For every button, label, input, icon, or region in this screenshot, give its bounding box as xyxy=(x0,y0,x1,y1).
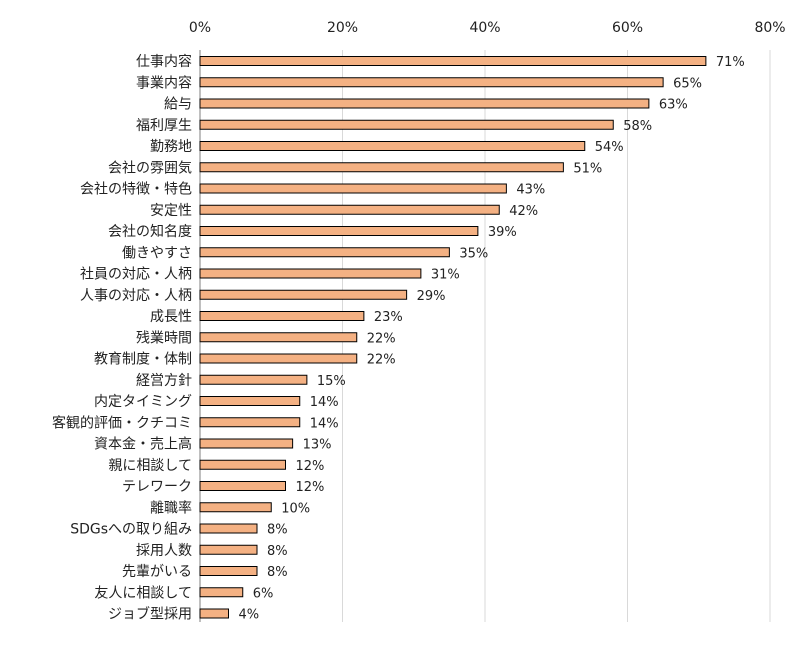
category-label: 資本金・売上高 xyxy=(94,436,192,453)
bar xyxy=(199,396,301,406)
category-label: 給与 xyxy=(164,97,192,113)
bar xyxy=(199,204,500,215)
data-label: 15% xyxy=(317,374,346,389)
data-label: 43% xyxy=(516,183,545,198)
data-label: 14% xyxy=(310,395,339,410)
x-tick-label: 60% xyxy=(612,20,643,36)
data-label: 14% xyxy=(310,416,339,431)
bar xyxy=(199,289,408,300)
category-label: テレワーク xyxy=(122,479,192,495)
category-label: 会社の知名度 xyxy=(108,223,192,240)
bar xyxy=(199,481,286,491)
bar xyxy=(199,226,479,236)
category-label: 内定タイミング xyxy=(94,394,192,410)
data-label: 12% xyxy=(296,480,325,495)
category-label: 経営方針 xyxy=(136,373,192,389)
category-label: ジョブ型採用 xyxy=(108,606,192,623)
data-label: 8% xyxy=(267,544,288,559)
data-label: 31% xyxy=(431,268,460,283)
data-label: 10% xyxy=(281,501,310,516)
bar xyxy=(199,523,258,534)
data-label: 6% xyxy=(253,586,274,601)
category-label: 友人に相談して xyxy=(94,585,192,601)
bar xyxy=(199,566,258,576)
category-label: 人事の対応・人柄 xyxy=(80,288,192,304)
category-label: 事業内容 xyxy=(136,74,192,91)
category-label: 仕事内容 xyxy=(136,53,192,70)
x-tick-label: 20% xyxy=(327,20,358,36)
data-label: 51% xyxy=(573,161,602,176)
bar xyxy=(199,56,707,66)
x-tick-label: 40% xyxy=(469,20,500,36)
data-label: 23% xyxy=(374,310,403,325)
category-label: 福利厚生 xyxy=(136,118,192,134)
data-label: 58% xyxy=(623,119,652,134)
bar xyxy=(199,374,308,385)
gridlines xyxy=(342,50,771,622)
bar xyxy=(199,183,507,194)
category-label: 勤務地 xyxy=(150,139,192,155)
bar xyxy=(199,268,422,279)
bar xyxy=(199,502,272,513)
data-label: 63% xyxy=(659,98,688,113)
category-label: 教育制度・体制 xyxy=(94,352,192,368)
data-label: 4% xyxy=(239,608,260,623)
data-label: 8% xyxy=(267,523,288,538)
bar xyxy=(199,311,365,321)
category-label: 安定性 xyxy=(150,203,192,219)
bar xyxy=(199,247,450,258)
bar xyxy=(199,544,258,555)
data-label: 12% xyxy=(296,459,325,474)
category-label: 親に相談して xyxy=(108,458,192,474)
bar xyxy=(199,332,358,343)
bar xyxy=(199,77,664,88)
bar xyxy=(199,119,614,130)
data-label: 35% xyxy=(459,246,488,261)
category-label: 成長性 xyxy=(150,309,192,325)
data-label: 54% xyxy=(595,140,624,155)
bar xyxy=(199,587,244,598)
data-label: 71% xyxy=(716,55,745,70)
bar xyxy=(199,98,650,109)
bars xyxy=(199,56,707,619)
category-label: SDGsへの取り組み xyxy=(70,522,192,538)
data-label: 8% xyxy=(267,565,288,580)
bar xyxy=(199,608,229,619)
bar xyxy=(199,438,294,449)
category-label: 働きやすさ xyxy=(122,245,192,261)
x-tick-label: 80% xyxy=(754,20,785,36)
data-label: 29% xyxy=(417,289,446,304)
category-label: 採用人数 xyxy=(136,543,192,559)
category-label: 社員の対応・人柄 xyxy=(80,267,192,283)
category-label: 先輩がいる xyxy=(122,564,192,580)
data-label: 42% xyxy=(509,204,538,219)
bar xyxy=(199,417,301,428)
bar xyxy=(199,162,564,173)
data-label: 22% xyxy=(367,353,396,368)
category-label: 会社の特徴・特色 xyxy=(80,181,192,198)
data-label: 39% xyxy=(488,225,517,240)
bar xyxy=(199,353,358,364)
bar xyxy=(199,141,586,151)
labels: 仕事内容 71% 事業内容 65% 給与 63% 福利厚生 58% 勤務地 54% 会社の雰囲気 51… xyxy=(52,53,745,623)
category-label: 会社の雰囲気 xyxy=(108,160,192,176)
category-label: 残業時間 xyxy=(136,330,192,346)
data-label: 13% xyxy=(303,438,332,453)
bar xyxy=(199,459,286,470)
data-label: 65% xyxy=(673,76,702,91)
x-tick-label: 0% xyxy=(189,20,211,36)
category-label: 離職率 xyxy=(150,499,192,516)
category-label: 客観的評価・クチコミ xyxy=(52,414,192,431)
data-label: 22% xyxy=(367,331,396,346)
